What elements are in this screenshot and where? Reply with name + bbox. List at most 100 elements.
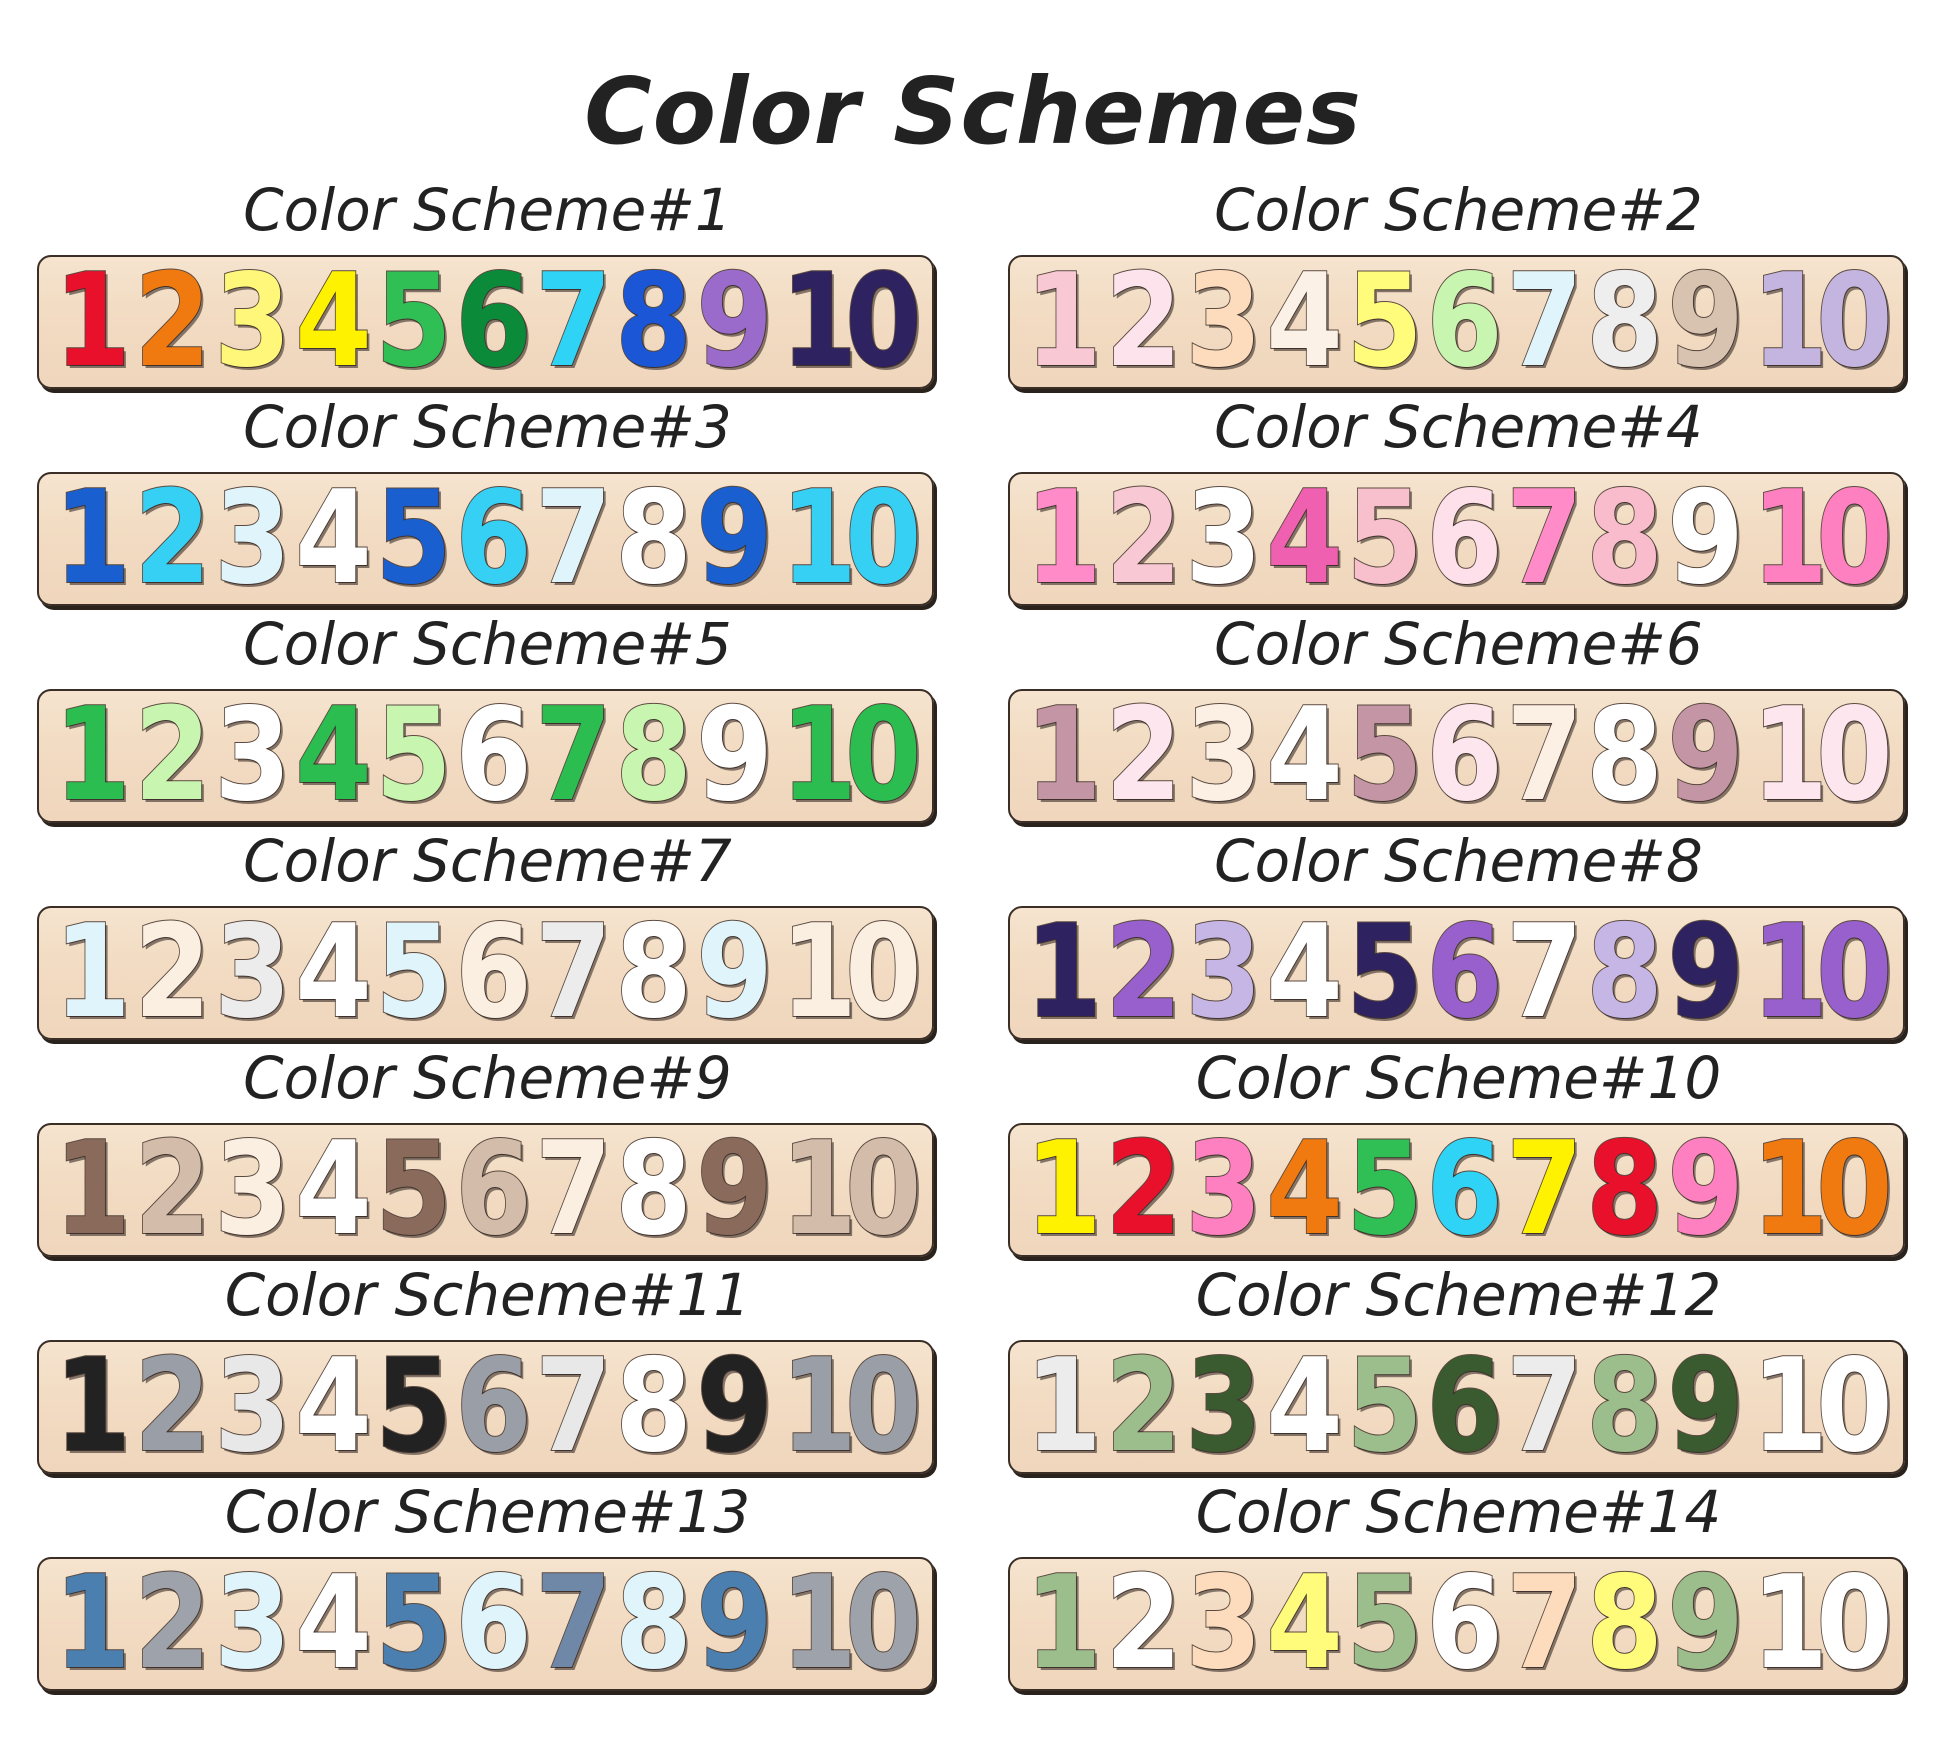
- number-piece-2: 2: [134, 472, 212, 606]
- number-piece-9: 9: [1666, 1340, 1744, 1474]
- number-piece-4: 4: [294, 472, 372, 606]
- scheme-label: Color Scheme#12: [1195, 1261, 1722, 1329]
- number-piece-8: 8: [1586, 1340, 1664, 1474]
- number-piece-7: 7: [535, 255, 613, 389]
- number-piece-4: 4: [1265, 689, 1343, 823]
- scheme-label: Color Scheme#11: [224, 1261, 751, 1329]
- color-scheme-7: Color Scheme#7 1 2 3 4 5 6 7 8 9 10: [37, 827, 938, 1046]
- scheme-label: Color Scheme#1: [243, 176, 732, 244]
- number-piece-5: 5: [374, 1557, 452, 1691]
- number-piece-2: 2: [1105, 1557, 1183, 1691]
- number-piece-8: 8: [615, 1340, 693, 1474]
- number-puzzle-board: 1 2 3 4 5 6 7 8 9 10: [1008, 1340, 1905, 1474]
- number-piece-9: 9: [1666, 472, 1744, 606]
- number-piece-7: 7: [535, 906, 613, 1040]
- number-piece-1: 1: [1024, 906, 1102, 1040]
- number-piece-1: 1: [1024, 255, 1102, 389]
- number-piece-5: 5: [1345, 906, 1423, 1040]
- number-piece-7: 7: [535, 1340, 613, 1474]
- number-piece-5: 5: [374, 1340, 452, 1474]
- number-piece-9: 9: [1666, 1123, 1744, 1257]
- number-puzzle-board: 1 2 3 4 5 6 7 8 9 10: [37, 1340, 934, 1474]
- number-piece-4: 4: [1265, 1557, 1343, 1691]
- number-piece-10: 10: [779, 1123, 922, 1257]
- scheme-label: Color Scheme#10: [1195, 1044, 1722, 1112]
- number-piece-7: 7: [1506, 255, 1584, 389]
- number-piece-6: 6: [1425, 1340, 1503, 1474]
- number-piece-10: 10: [779, 689, 922, 823]
- number-piece-3: 3: [1185, 1123, 1263, 1257]
- number-piece-3: 3: [214, 1340, 292, 1474]
- number-piece-9: 9: [1666, 255, 1744, 389]
- number-piece-9: 9: [695, 1557, 773, 1691]
- number-piece-10: 10: [1750, 255, 1893, 389]
- number-piece-4: 4: [294, 255, 372, 389]
- number-piece-6: 6: [454, 1340, 532, 1474]
- number-piece-9: 9: [1666, 906, 1744, 1040]
- number-piece-9: 9: [695, 255, 773, 389]
- number-piece-3: 3: [1185, 1557, 1263, 1691]
- number-piece-6: 6: [1425, 689, 1503, 823]
- number-piece-7: 7: [535, 1123, 613, 1257]
- number-piece-8: 8: [1586, 689, 1664, 823]
- scheme-label: Color Scheme#7: [243, 827, 732, 895]
- number-piece-8: 8: [1586, 255, 1664, 389]
- number-piece-2: 2: [1105, 472, 1183, 606]
- number-piece-10: 10: [779, 255, 922, 389]
- number-piece-5: 5: [1345, 472, 1423, 606]
- number-piece-1: 1: [53, 1123, 131, 1257]
- number-piece-3: 3: [214, 689, 292, 823]
- number-piece-3: 3: [214, 255, 292, 389]
- number-piece-6: 6: [454, 1557, 532, 1691]
- number-piece-5: 5: [1345, 689, 1423, 823]
- number-piece-10: 10: [1750, 1340, 1893, 1474]
- number-piece-9: 9: [695, 689, 773, 823]
- number-puzzle-board: 1 2 3 4 5 6 7 8 9 10: [37, 1557, 934, 1691]
- number-piece-8: 8: [615, 255, 693, 389]
- number-piece-7: 7: [1506, 689, 1584, 823]
- number-piece-3: 3: [214, 906, 292, 1040]
- number-piece-3: 3: [1185, 906, 1263, 1040]
- number-piece-1: 1: [53, 1340, 131, 1474]
- number-puzzle-board: 1 2 3 4 5 6 7 8 9 10: [1008, 906, 1905, 1040]
- number-piece-1: 1: [53, 689, 131, 823]
- number-piece-8: 8: [1586, 906, 1664, 1040]
- number-piece-6: 6: [454, 1123, 532, 1257]
- number-piece-7: 7: [1506, 906, 1584, 1040]
- number-piece-6: 6: [1425, 1557, 1503, 1691]
- number-piece-1: 1: [1024, 1123, 1102, 1257]
- number-piece-3: 3: [1185, 1340, 1263, 1474]
- number-piece-8: 8: [615, 906, 693, 1040]
- scheme-label: Color Scheme#4: [1214, 393, 1703, 461]
- number-piece-3: 3: [1185, 472, 1263, 606]
- number-piece-3: 3: [1185, 255, 1263, 389]
- number-piece-2: 2: [1105, 1340, 1183, 1474]
- number-piece-1: 1: [1024, 472, 1102, 606]
- number-piece-8: 8: [615, 689, 693, 823]
- color-scheme-12: Color Scheme#12 1 2 3 4 5 6 7 8 9 10: [1008, 1261, 1909, 1480]
- number-piece-6: 6: [454, 906, 532, 1040]
- number-piece-4: 4: [1265, 906, 1343, 1040]
- color-scheme-1: Color Scheme#1 1 2 3 4 5 6 7 8 9 10: [37, 176, 938, 395]
- number-piece-4: 4: [294, 906, 372, 1040]
- number-piece-2: 2: [134, 1340, 212, 1474]
- number-piece-5: 5: [374, 906, 452, 1040]
- number-piece-7: 7: [535, 689, 613, 823]
- number-piece-8: 8: [615, 1123, 693, 1257]
- number-piece-3: 3: [214, 472, 292, 606]
- number-piece-4: 4: [1265, 255, 1343, 389]
- number-puzzle-board: 1 2 3 4 5 6 7 8 9 10: [1008, 1557, 1905, 1691]
- number-piece-2: 2: [134, 689, 212, 823]
- number-piece-4: 4: [1265, 1123, 1343, 1257]
- number-piece-7: 7: [1506, 472, 1584, 606]
- number-piece-10: 10: [779, 906, 922, 1040]
- number-piece-9: 9: [695, 472, 773, 606]
- number-piece-8: 8: [615, 472, 693, 606]
- number-piece-8: 8: [1586, 472, 1664, 606]
- number-piece-8: 8: [1586, 1557, 1664, 1691]
- number-puzzle-board: 1 2 3 4 5 6 7 8 9 10: [1008, 1123, 1905, 1257]
- number-puzzle-board: 1 2 3 4 5 6 7 8 9 10: [1008, 689, 1905, 823]
- number-piece-5: 5: [374, 472, 452, 606]
- number-piece-5: 5: [374, 255, 452, 389]
- number-piece-1: 1: [1024, 1340, 1102, 1474]
